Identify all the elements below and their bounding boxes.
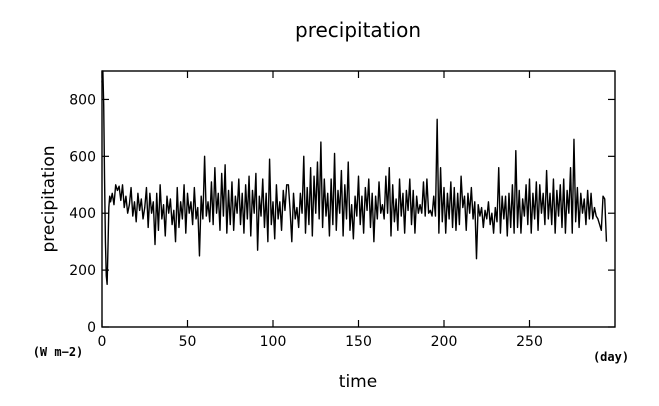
y-tick-label: 0 [87,320,96,336]
x-tick-label: 200 [431,334,458,350]
x-tick-label: 250 [516,334,543,350]
y-axis-ticks: 0 200 400 600 800 [69,92,615,336]
x-tick-label: 0 [98,334,107,350]
x-axis-label: time [339,372,377,392]
precipitation-series-line [101,70,608,286]
y-tick-label: 200 [69,263,96,279]
x-tick-label: 150 [345,334,372,350]
x-tick-label: 100 [260,334,287,350]
y-unit-label: (W m−2) [33,345,84,359]
x-axis-ticks: 0 50 100 150 200 250 [98,71,543,350]
y-tick-label: 800 [69,92,96,108]
y-tick-label: 600 [69,149,96,165]
x-tick-label: 50 [179,334,197,350]
y-tick-label: 400 [69,206,96,222]
chart-title: precipitation [295,18,421,42]
plot-frame [101,70,616,328]
y-axis-label: precipitation [39,145,59,252]
x-unit-label: (day) [593,350,629,364]
